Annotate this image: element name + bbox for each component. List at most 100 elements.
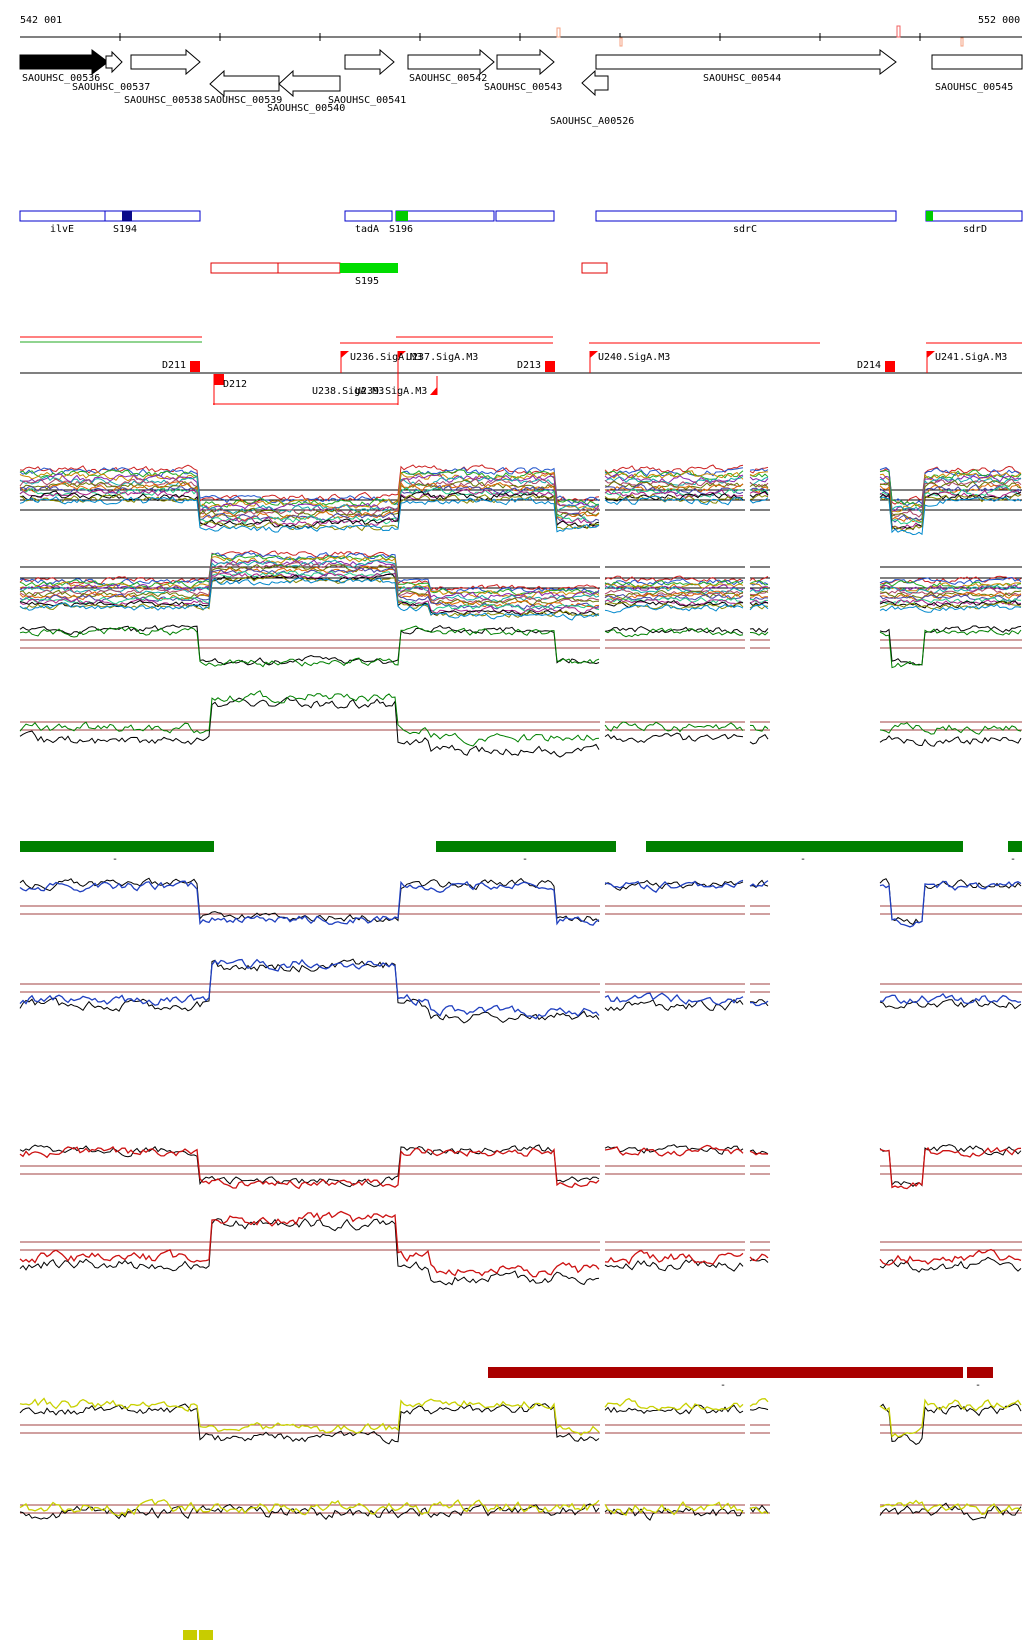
promoter-flag[interactable] [590,351,598,358]
annotation-label: sdrD [963,224,987,235]
annotation-label: sdrC [733,224,757,235]
expression-line [19,1218,1022,1286]
promoter-label: U241.SigA.M3 [935,352,1007,363]
ruler-end-label: 552 000 [978,15,1020,26]
gene-arrow-00541[interactable] [344,48,395,76]
green-segment-bar[interactable] [646,841,963,852]
annotation-box-sdrC[interactable] [595,210,897,222]
promoter-label: D214 [857,360,881,371]
segment-box[interactable] [277,262,341,274]
gene-label: SAOUHSC_00536 [22,73,100,84]
expression-line [19,472,1022,512]
gene-label: SAOUHSC_00541 [328,95,406,106]
promoter-flag[interactable] [927,351,935,358]
segment-box[interactable] [210,262,279,274]
expression-line [19,562,1022,604]
annotation-label: S196 [389,224,413,235]
gene-label: SAOUHSC_00539 [204,95,282,106]
promoter-label: U238.SigA.M3 [312,386,384,397]
annotation-box-sdrD[interactable] [925,210,1023,222]
red-segment-bar[interactable] [967,1367,993,1378]
expression-line [19,563,1022,606]
expression-line [19,490,1022,531]
promoter-label: U240.SigA.M3 [598,352,670,363]
promoter-flag[interactable] [398,351,406,358]
gene-arrow-A00526[interactable] [581,69,609,97]
expression-line [19,958,1022,1020]
expression-line [19,879,1022,928]
gene-arrow-00539[interactable] [209,69,280,98]
expression-line [19,493,1022,532]
annotation-track: ilvE S194 tadA S196 sdrC sdrD [19,210,1023,235]
gene-arrow-00545[interactable] [931,54,1023,70]
gene-arrow-00544[interactable] [595,49,897,75]
expression-line [19,485,1022,527]
promoter-marker-D213[interactable] [545,361,555,372]
tick-mark: - [720,1380,726,1391]
coordinate-ruler: 542 001 552 000 [20,15,1022,47]
ruler-start-label: 542 001 [20,15,62,26]
tick-mark: - [1010,854,1016,865]
annotation-box-ilvE[interactable] [19,210,106,222]
annotation-box-S194[interactable] [104,210,201,222]
promoter-marker-D214[interactable] [885,361,895,372]
gene-label: SAOUHSC_00544 [703,73,781,84]
green-segment-bar[interactable] [20,841,214,852]
expression-line [19,1144,1022,1188]
gene-arrow-00543[interactable] [496,48,555,76]
annotation-label: S194 [113,224,137,235]
gene-label: SAOUHSC_A00526 [550,116,634,127]
segment-track: S195 [210,262,608,287]
gene-arrow-00537[interactable] [105,50,123,74]
tick-mark: - [522,854,528,865]
promoter-flag[interactable] [341,351,349,358]
expression-line [19,625,1022,669]
annotation-highlight [396,211,408,221]
gene-arrow-00538[interactable] [130,48,201,76]
expression-line [19,553,1022,597]
annotation-box-tadA[interactable] [344,210,393,222]
segment-label: S195 [355,276,379,287]
promoter-label: D213 [517,360,541,371]
gene-label: SAOUHSC_00538 [124,95,202,106]
promoter-track: D211 D212 U236.SigA.M3 U237.SigA.M3 U238… [20,336,1022,405]
expression-line [19,570,1022,612]
promoter-label: D212 [223,379,247,390]
annotation-box-S196[interactable] [395,210,495,222]
segment-bars: - - - - - - [20,841,1022,1640]
expression-line [19,1210,1022,1278]
promoter-label: U239.SigA.M3 [355,386,427,397]
gene-arrow-00536[interactable] [19,49,109,75]
yellow-segment-bar[interactable] [183,1630,197,1640]
promoter-marker-D211[interactable] [190,361,200,372]
green-segment-bar[interactable] [1008,841,1022,852]
promoter-flag[interactable] [430,387,437,395]
gene-arrow-00542[interactable] [407,48,495,76]
expression-line [19,1397,1022,1438]
expression-line [19,690,1022,747]
yellow-segment-bar[interactable] [199,1630,213,1640]
expression-line [19,495,1022,536]
expression-line [19,551,1022,595]
tick-mark: - [112,854,118,865]
annotation-highlight [926,211,933,221]
expression-line [19,477,1022,518]
expression-line [19,555,1022,599]
red-segment-bar[interactable] [488,1367,963,1378]
annotation-box[interactable] [495,210,555,222]
annotation-label: ilvE [50,224,74,235]
segment-box-S195[interactable] [340,263,398,273]
promoter-label: U236.SigA.M3 [350,352,422,363]
expression-line [19,550,1022,591]
annotation-label: tadA [355,224,379,235]
gene-label: SAOUHSC_00543 [484,82,562,93]
expression-line [19,470,1022,513]
promoter-marker-D212[interactable] [214,374,224,385]
green-segment-bar[interactable] [436,841,616,852]
expression-line [19,877,1022,926]
expression-line [19,577,1022,621]
segment-box[interactable] [581,262,608,274]
expression-line [19,958,1022,1024]
gene-arrow-00540[interactable] [278,69,341,98]
